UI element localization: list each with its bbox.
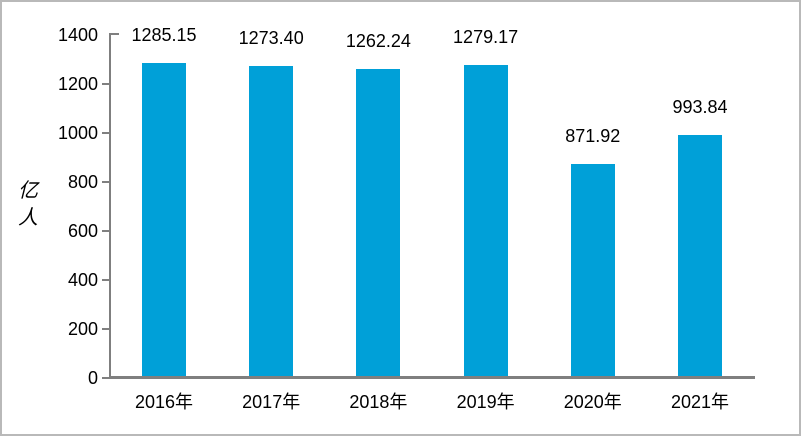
bar-2021年 <box>678 134 722 378</box>
x-tick-label-2018年: 2018年 <box>349 392 408 412</box>
y-axis-line <box>109 33 111 378</box>
bar-value-label-2020年: 871.92 <box>565 126 621 147</box>
bar-value-label-2018年: 1262.24 <box>345 30 411 51</box>
bar-value-label-2019年: 1279.17 <box>453 26 519 47</box>
y-tick-mark-1000 <box>102 132 109 134</box>
x-tick-label-2020年: 2020年 <box>563 392 622 412</box>
bar-2018年 <box>356 68 401 378</box>
bar-value-label-2021年: 993.84 <box>672 96 728 117</box>
bar-2016年 <box>142 63 186 378</box>
x-tick-label-2017年: 2017年 <box>242 392 301 412</box>
y-tick-label-1400: 1400 <box>57 25 98 45</box>
y-tick-label-1200: 1200 <box>57 74 98 94</box>
y-tick-mark-1400 <box>110 33 119 35</box>
bar-value-label-2017年: 1273.40 <box>238 28 304 49</box>
y-tick-label-200: 200 <box>67 319 98 339</box>
y-tick-label-400: 400 <box>67 270 98 290</box>
x-axis-line <box>109 376 755 379</box>
y-tick-mark-0 <box>102 377 109 379</box>
x-tick-label-2019年: 2019年 <box>456 392 515 412</box>
y-tick-label-1000: 1000 <box>57 123 98 143</box>
x-tick-label-2021年: 2021年 <box>670 392 730 412</box>
y-tick-label-800: 800 <box>67 172 98 192</box>
y-axis-title: 亿 人 <box>18 180 38 229</box>
y-tick-mark-400 <box>102 279 109 281</box>
y-tick-mark-600 <box>102 230 109 232</box>
y-tick-mark-200 <box>102 328 109 330</box>
bar-2020年 <box>570 164 615 378</box>
y-tick-label-0: 0 <box>87 368 98 388</box>
y-tick-mark-800 <box>102 181 109 183</box>
bar-2019年 <box>463 64 508 378</box>
y-tick-mark-1200 <box>102 83 109 85</box>
bar-2017年 <box>249 66 294 378</box>
x-tick-label-2016年: 2016年 <box>134 392 194 412</box>
y-tick-label-600: 600 <box>67 221 98 241</box>
bar-value-label-2016年: 1285.15 <box>131 25 197 46</box>
